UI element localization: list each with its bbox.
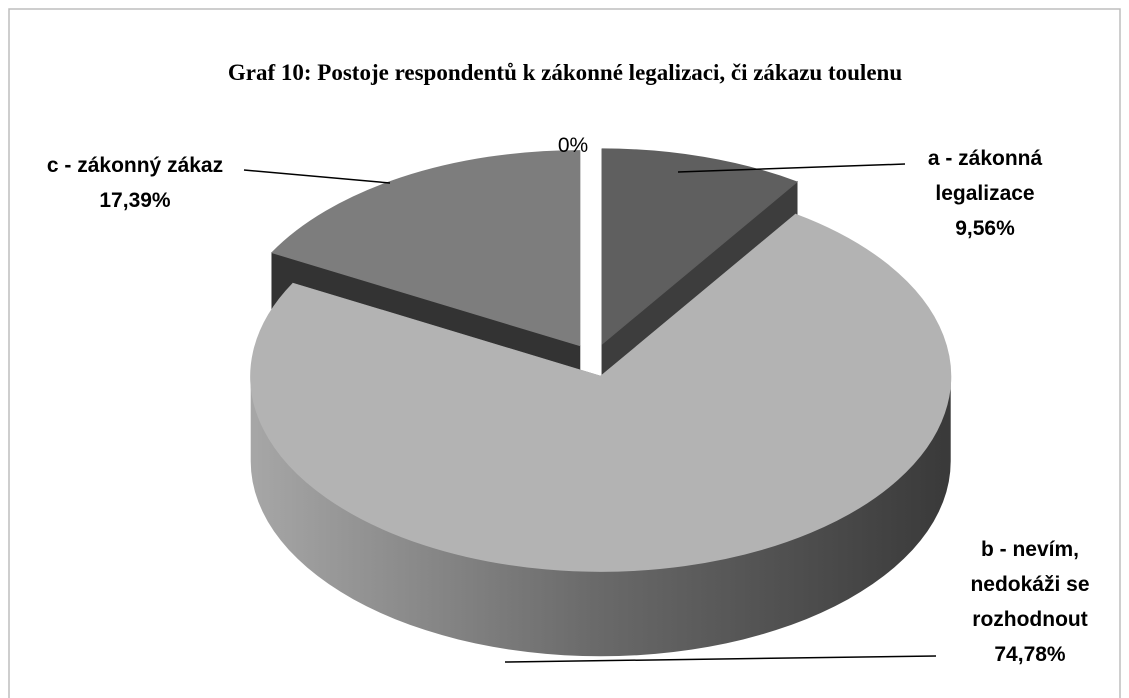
data-label: c - zákonný zákaz 17,39% xyxy=(5,148,265,218)
leader-line xyxy=(677,163,906,173)
slice xyxy=(250,213,952,572)
leader-line xyxy=(243,169,391,184)
slice xyxy=(601,148,798,345)
value-label: 74,78% xyxy=(994,643,1066,666)
pie xyxy=(250,148,952,657)
category-label: a - zákonná legalizace xyxy=(927,147,1043,205)
data-label: 0% xyxy=(558,128,588,163)
slice xyxy=(271,150,581,347)
category-label: c - zákonný zákaz xyxy=(46,154,224,177)
data-label: b - nevím, nedokáži se rozhodnout 74,78% xyxy=(955,532,1105,672)
leader-line xyxy=(504,655,937,663)
value-label: 0% xyxy=(557,134,589,157)
value-label: 17,39% xyxy=(99,189,171,212)
category-label: b - nevím, nedokáži se rozhodnout xyxy=(970,538,1090,631)
chart-title: Graf 10: Postoje respondentů k zákonné l… xyxy=(227,60,903,85)
data-label: a - zákonná legalizace 9,56% xyxy=(905,141,1065,246)
value-label: 9,56% xyxy=(955,217,1015,240)
leader-lines xyxy=(243,163,937,663)
chart-border xyxy=(8,8,1121,698)
slice-rim xyxy=(250,376,951,657)
